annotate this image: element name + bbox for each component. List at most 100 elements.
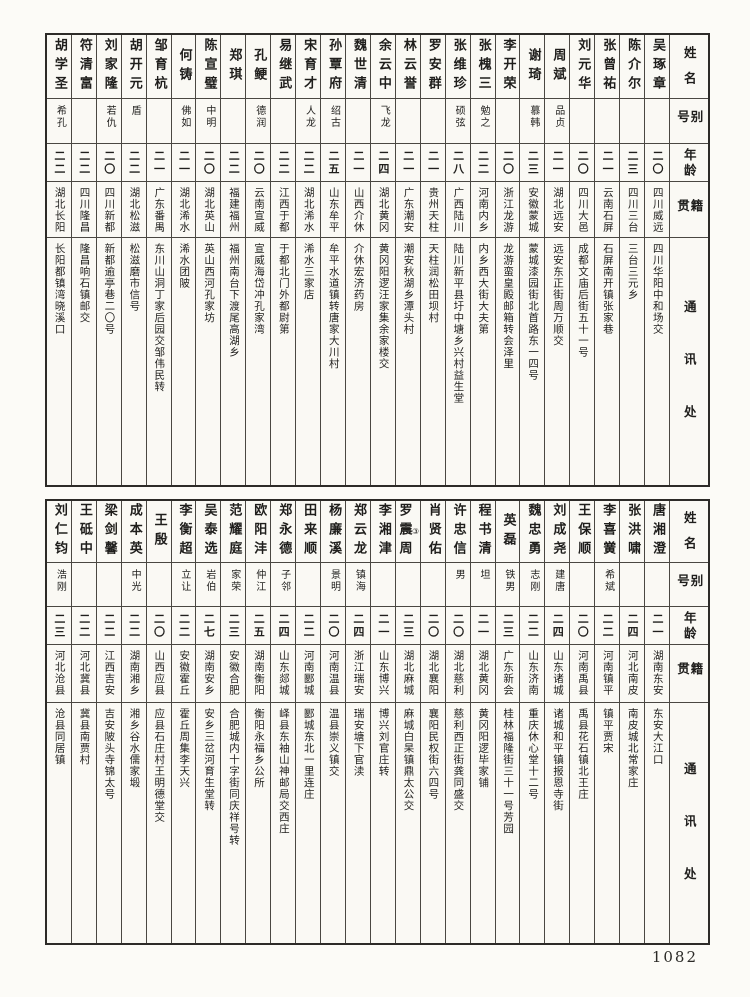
entry-native-place: 湖北浠水 (178, 187, 191, 233)
entry-name: 唐湘澄 (650, 503, 666, 560)
entry-native-place-cell: 湖南东安 (645, 645, 669, 703)
entry-age-cell: 二二 (121, 607, 146, 645)
header-name: 姓名 (670, 35, 708, 99)
entry-age: 二四 (376, 149, 390, 176)
entry-address-cell: 介休宏济药房 (346, 238, 370, 485)
entry-name-cell: 宋育才 (296, 35, 321, 99)
header-age: 年龄 (670, 607, 708, 645)
entry-address-cell: 诸城和平镇报恩寺街 (545, 703, 569, 943)
entry-native-place: 湖北麻城 (402, 650, 415, 696)
entry-name-cell: 唐湘澄 (645, 501, 669, 563)
entry-native-place: 湖南湘乡 (128, 650, 141, 696)
entry-address-cell: 襄阳民权街六四号 (421, 703, 445, 943)
entry-native-place: 浙江龙游 (502, 187, 515, 233)
directory-entry-column: 魏忠勇 志刚 二二 山东济南 重庆休心堂十二号 (520, 501, 546, 943)
entry-alias-cell: 佛如 (171, 99, 196, 144)
entry-name-cell: 胡开元 (121, 35, 146, 99)
directory-entry-column: 刘家隆 若仇 二〇 四川新都 新都逾亭巷二〇号 (96, 35, 122, 485)
entry-address-cell: 禹县花石镇北王庄 (570, 703, 594, 943)
directory-entry-column: 程书清 坦 二一 湖北黄冈 黄冈阳逻毕家铺 (470, 501, 496, 943)
entry-alias: 勉之 (477, 105, 489, 129)
entry-address-cell: 桂林福隆街三十一号芳园 (496, 703, 520, 943)
directory-entry-column: 李湘津 二一 山东博兴 博兴刘官庄转 (370, 501, 396, 943)
entry-name-cell: 成本英 (121, 501, 146, 563)
header-name-label: 姓名 (681, 511, 697, 562)
header-alias-label: 别号 (675, 574, 704, 594)
entry-age: 二二 (526, 612, 540, 639)
entry-alias: 品贞 (552, 105, 564, 129)
entry-age-cell: 二二 (71, 144, 96, 182)
entry-name: 张曾祐 (600, 38, 616, 95)
entry-alias-cell (420, 99, 445, 144)
entry-native-place-cell: 四川隆昌 (71, 182, 96, 238)
entry-address: 东川山洞丁家后园交邹伟民转 (153, 243, 166, 393)
entry-age-cell: 二〇 (96, 144, 121, 182)
entry-address-cell: 牟平水道镇转唐家大川村 (321, 238, 345, 485)
entry-native-place-cell: 湖北浠水 (296, 182, 321, 238)
entry-alias-cell: 岩伯 (196, 563, 221, 607)
entry-address: 天柱润松田坝村 (427, 243, 440, 324)
entry-alias-cell: 盾 (121, 99, 146, 144)
entry-age: 二三 (626, 149, 640, 176)
entry-native-place-cell: 贵州天柱 (420, 182, 445, 238)
entry-alias-cell (146, 99, 171, 144)
entry-age: 二〇 (650, 149, 664, 176)
entry-age-cell: 二二 (171, 607, 196, 645)
entry-native-place: 湖北远安 (552, 187, 565, 233)
entry-alias: 志刚 (527, 569, 539, 593)
entry-age-cell: 二〇 (420, 607, 445, 645)
entry-name-cell: 王砥中 (71, 501, 96, 563)
entry-age: 二一 (476, 612, 490, 639)
entry-name-cell: 余云中 (370, 35, 395, 99)
directory-entry-column: 郑永德 子邻 二四 山东郯城 峄县东袖山神邮局交西庄 (271, 501, 297, 943)
entry-alias: 铁男 (502, 569, 514, 593)
entry-age-cell: 二四 (620, 607, 645, 645)
entry-native-place-cell: 江西吉安 (96, 645, 121, 703)
entry-address: 隆昌响石镇邮交 (78, 243, 91, 324)
entry-name: 许忠信 (450, 503, 466, 560)
entry-native-place-cell: 安徽蒙城 (520, 182, 545, 238)
entry-native-place-cell: 安徽合肥 (221, 645, 246, 703)
entry-age: 二五 (252, 612, 266, 639)
directory-entry-column: 英磊 铁男 二三 广东新会 桂林福隆街三十一号芳园 (495, 501, 521, 943)
entry-age: 二二 (102, 612, 116, 639)
entry-native-place: 山东诸城 (552, 650, 565, 696)
entry-name-cell: 谢琦 (520, 35, 545, 99)
entry-name: 罗震周 (396, 503, 412, 560)
entry-note-mark: ③ (411, 527, 420, 536)
entry-alias-cell (221, 99, 246, 144)
directory-entry-column: 吴泰选 岩伯 二七 湖南安乡 安乡三岔河育生堂转 (196, 501, 222, 943)
entry-name-cell: 张曾祐 (595, 35, 620, 99)
entry-age-cell: 二四 (271, 607, 296, 645)
entry-name: 何铸 (176, 47, 192, 86)
entry-address: 麻城白杲镇鼎太公交 (402, 708, 415, 812)
entry-age: 二一 (426, 149, 440, 176)
entry-alias-cell (271, 99, 296, 144)
entry-alias: 子邻 (278, 569, 290, 593)
entry-address-cell: 瑞安塘下官渎 (346, 703, 370, 943)
entry-native-place-cell: 湖北慈利 (445, 645, 470, 703)
directory-entry-column: 陈介尔 二三 四川三台 三台三元乡 (620, 35, 646, 485)
entry-alias: 仲江 (253, 569, 265, 593)
entry-address: 陆川新平县圩中塘乡兴村益生堂 (452, 243, 465, 404)
directory-entry-column: 刘仁钧 浩刚 二三 河北沧县 沧县同居镇 (46, 501, 72, 943)
entry-address: 龙游蛮皇殿邮箱转会泽里 (502, 243, 515, 370)
entry-age: 二八 (451, 149, 465, 176)
entry-alias-cell: 立让 (171, 563, 196, 607)
entry-name-cell: 欧阳沣 (246, 501, 271, 563)
entry-age: 二一 (601, 149, 615, 176)
entry-address-cell: 新都逾亭巷二〇号 (97, 238, 121, 485)
entry-name-cell: 王保顺 (570, 501, 595, 563)
entry-age: 二一 (401, 149, 415, 176)
entry-native-place: 安徽蒙城 (527, 187, 540, 233)
directory-entry-column: 林云誉 二一 广东潮安 潮安秋湖乡潭头村 (395, 35, 421, 485)
entry-age-cell: 二二 (121, 144, 146, 182)
entry-native-place-cell: 山东博兴 (370, 645, 395, 703)
entry-alias: 盾 (129, 105, 141, 117)
entry-alias-cell: 志刚 (520, 563, 545, 607)
entry-native-place-cell: 湖北黄冈 (370, 182, 395, 238)
entry-address-cell: 霍丘周集李天兴 (172, 703, 196, 943)
directory-entry-column: 魏世清 二一 山西介休 介休宏济药房 (346, 35, 371, 485)
entry-alias-cell: 希斌 (595, 563, 620, 607)
entry-alias-cell: 建唐 (545, 563, 570, 607)
